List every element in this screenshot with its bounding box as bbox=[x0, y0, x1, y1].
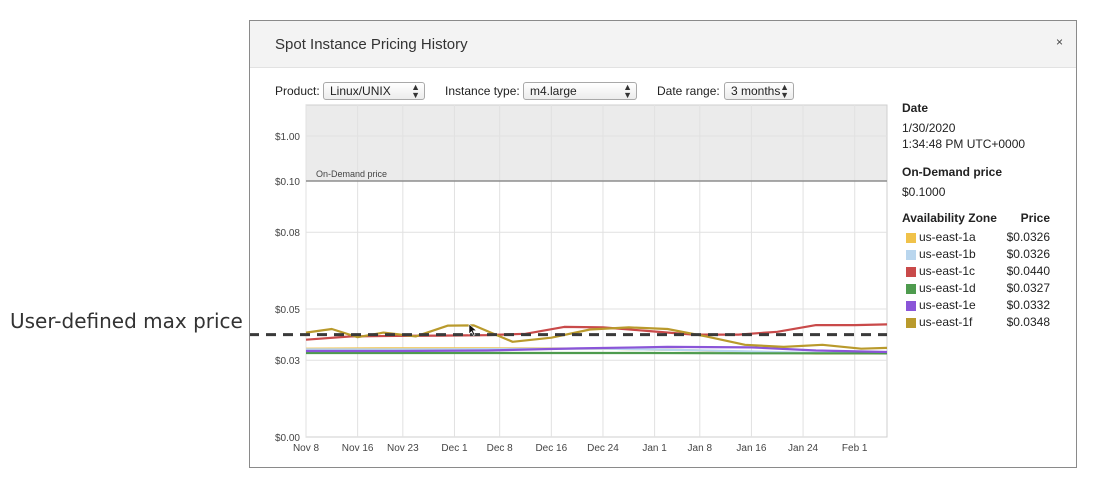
zone-name: us-east-1d bbox=[919, 281, 976, 295]
y-tick-label: $0.00 bbox=[275, 433, 300, 444]
x-tick-label: Jan 16 bbox=[736, 443, 766, 454]
price-heading: Price bbox=[1020, 211, 1050, 225]
zone-price: $0.0327 bbox=[1006, 281, 1050, 295]
zone-row-us-east-1a: us-east-1a $0.0326 bbox=[902, 230, 1062, 247]
instance-type-label: Instance type: bbox=[445, 84, 520, 98]
series-line-us-east-1f bbox=[305, 324, 888, 350]
zone-heading: Availability Zone bbox=[902, 211, 997, 225]
ondemand-heading: On-Demand price bbox=[902, 165, 1003, 179]
x-tick-label: Dec 1 bbox=[441, 443, 468, 454]
x-tick-label: Dec 24 bbox=[587, 443, 619, 454]
date-range-select[interactable]: 3 months ▲ ▼ bbox=[724, 82, 794, 100]
x-tick-label: Nov 16 bbox=[342, 443, 374, 454]
close-icon[interactable]: × bbox=[1055, 35, 1063, 49]
x-tick-label: Nov 23 bbox=[387, 443, 419, 454]
zone-row-us-east-1e: us-east-1e $0.0332 bbox=[902, 298, 1062, 315]
zone-row-us-east-1b: us-east-1b $0.0326 bbox=[902, 247, 1062, 264]
date-range-label: Date range: bbox=[657, 84, 720, 98]
instance-type-select[interactable]: m4.large ▲ ▼ bbox=[523, 82, 637, 100]
product-select-value: Linux/UNIX bbox=[330, 84, 391, 98]
zone-color-swatch bbox=[906, 267, 916, 277]
x-tick-label: Dec 16 bbox=[535, 443, 567, 454]
x-tick-label: Nov 8 bbox=[293, 443, 320, 454]
select-arrows-icon: ▲ ▼ bbox=[623, 82, 632, 100]
zone-price: $0.0332 bbox=[1006, 298, 1050, 312]
zone-name: us-east-1b bbox=[919, 247, 976, 261]
select-arrows-icon: ▲ ▼ bbox=[411, 82, 420, 100]
series-line-us-east-1e bbox=[306, 345, 888, 354]
time-value: 1:34:48 PM UTC+0000 bbox=[902, 137, 1026, 151]
zone-row-us-east-1f: us-east-1f $0.0348 bbox=[902, 315, 1062, 332]
zone-price: $0.0326 bbox=[1006, 230, 1050, 244]
y-tick-label: $0.03 bbox=[275, 356, 300, 367]
series-line-us-east-1c bbox=[305, 323, 888, 341]
pricing-history-dialog: Spot Instance Pricing History × Product:… bbox=[249, 20, 1077, 468]
instance-type-select-value: m4.large bbox=[530, 84, 577, 98]
zone-name: us-east-1c bbox=[919, 264, 976, 278]
x-tick-label: Dec 8 bbox=[487, 443, 514, 454]
date-value: 1/30/2020 bbox=[902, 121, 956, 135]
zone-color-swatch bbox=[906, 233, 916, 243]
zone-color-swatch bbox=[906, 284, 916, 294]
x-tick-label: Feb 1 bbox=[842, 443, 868, 454]
product-select[interactable]: Linux/UNIX ▲ ▼ bbox=[323, 82, 425, 100]
x-tick-label: Jan 1 bbox=[642, 443, 667, 454]
mouse-cursor-icon bbox=[468, 323, 478, 336]
zone-table-header: Availability Zone Price bbox=[902, 211, 1062, 227]
zone-row-us-east-1d: us-east-1d $0.0327 bbox=[902, 281, 1062, 298]
date-heading: Date bbox=[902, 101, 929, 115]
price-details-panel: Date 1/30/2020 1:34:48 PM UTC+0000 On-De… bbox=[902, 101, 1062, 332]
x-tick-label: Jan 24 bbox=[788, 443, 818, 454]
select-arrows-icon: ▲ ▼ bbox=[780, 82, 789, 100]
dialog-header: Spot Instance Pricing History × bbox=[250, 21, 1076, 68]
zone-name: us-east-1a bbox=[919, 230, 976, 244]
zone-color-swatch bbox=[906, 318, 916, 328]
dialog-title: Spot Instance Pricing History bbox=[275, 36, 468, 53]
date-range-select-value: 3 months bbox=[731, 84, 781, 98]
zone-name: us-east-1e bbox=[919, 298, 976, 312]
ondemand-value: $0.1000 bbox=[902, 185, 946, 199]
y-tick-label: $0.08 bbox=[275, 228, 300, 239]
zone-name: us-east-1f bbox=[919, 315, 973, 329]
y-tick-label: $1.00 bbox=[275, 132, 300, 143]
x-tick-label: Jan 8 bbox=[688, 443, 713, 454]
zone-price: $0.0348 bbox=[1006, 315, 1050, 329]
zone-price: $0.0440 bbox=[1006, 264, 1050, 278]
y-tick-label: $0.05 bbox=[275, 305, 300, 316]
zone-color-swatch bbox=[906, 250, 916, 260]
ondemand-price-label: On-Demand price bbox=[316, 169, 387, 179]
zone-price: $0.0326 bbox=[1006, 247, 1050, 261]
y-tick-label: $0.10 bbox=[275, 177, 300, 188]
zone-row-us-east-1c: us-east-1c $0.0440 bbox=[902, 264, 1062, 281]
max-price-annotation: User-defined max price bbox=[10, 309, 243, 333]
zone-legend: us-east-1a $0.0326 us-east-1b $0.0326 us-eas… bbox=[902, 230, 1062, 332]
product-label: Product: bbox=[275, 84, 320, 98]
zone-color-swatch bbox=[906, 301, 916, 311]
above-ondemand-band bbox=[306, 105, 887, 181]
